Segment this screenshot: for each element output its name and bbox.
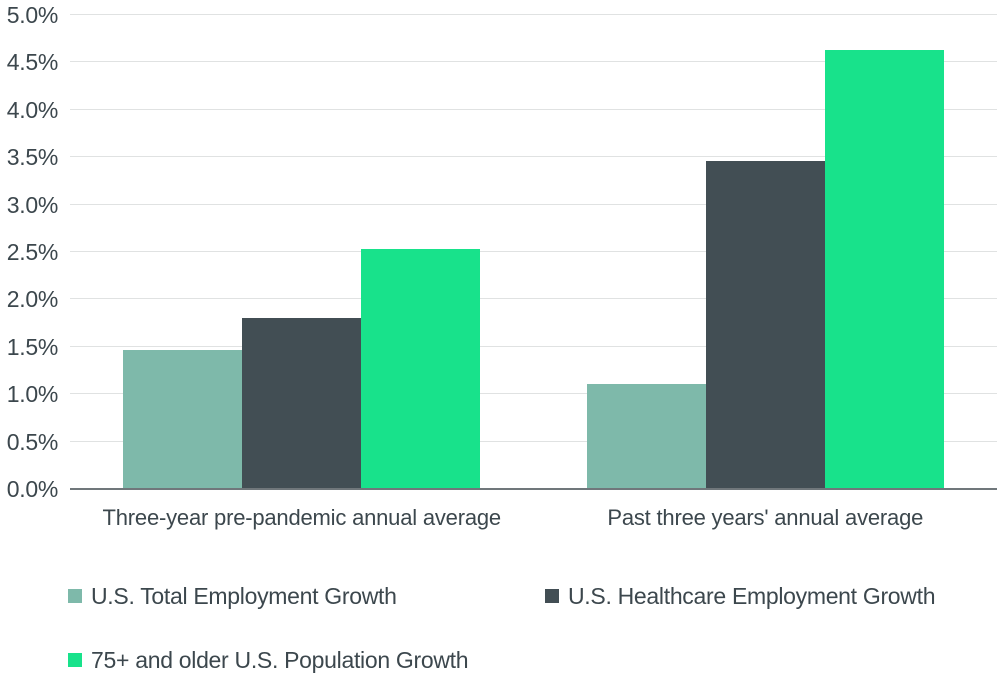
y-gridline xyxy=(70,393,997,395)
legend-item-1: U.S. Total Employment Growth xyxy=(68,582,397,610)
x-axis-line xyxy=(70,488,997,490)
legend-label: U.S. Healthcare Employment Growth xyxy=(568,582,936,609)
y-tick-label: 3.0% xyxy=(6,191,59,218)
legend-swatch-icon xyxy=(545,589,559,603)
y-tick-label: 1.5% xyxy=(6,333,59,360)
y-tick-label: 2.0% xyxy=(6,286,59,313)
plot-area xyxy=(70,14,998,490)
y-tick-label: 2.5% xyxy=(6,239,59,265)
y-gridline xyxy=(70,345,997,347)
legend-item-2: U.S. Healthcare Employment Growth xyxy=(545,582,935,610)
legend-item-3: 75+ and older U.S. Population Growth xyxy=(68,646,469,674)
legend-swatch-icon xyxy=(68,589,82,603)
bar-group-1 xyxy=(70,15,534,489)
y-tick-label: 0.5% xyxy=(6,428,59,455)
bar-series-2-group-2 xyxy=(705,161,825,489)
legend-label: 75+ and older U.S. Population Growth xyxy=(91,646,469,673)
legend-label: U.S. Total Employment Growth xyxy=(91,582,397,609)
y-gridline xyxy=(70,156,997,158)
bar-group-2 xyxy=(534,15,998,489)
legend-swatch-icon xyxy=(68,653,82,667)
bar-series-1-group-1 xyxy=(123,349,243,489)
y-tick-label: 5.0% xyxy=(6,2,59,28)
y-tick-label: 0.0% xyxy=(6,476,59,502)
bar-series-1-group-2 xyxy=(586,383,706,489)
x-category-label: Three-year pre-pandemic annual average xyxy=(102,505,502,530)
y-gridline xyxy=(70,298,997,300)
y-tick-label: 4.0% xyxy=(6,96,59,123)
y-gridline xyxy=(70,440,997,442)
y-gridline xyxy=(70,203,997,205)
y-tick-label: 4.5% xyxy=(6,49,59,76)
bar-series-3-group-2 xyxy=(824,50,944,489)
bar-series-3-group-1 xyxy=(361,249,481,489)
bar-series-2-group-1 xyxy=(242,318,362,489)
x-category-label: Past three years' annual average xyxy=(607,505,924,530)
y-tick-label: 1.0% xyxy=(6,381,59,408)
y-gridline xyxy=(70,61,997,63)
y-tick-label: 3.5% xyxy=(6,144,59,171)
y-gridline xyxy=(70,108,997,110)
y-gridline xyxy=(70,251,997,252)
y-gridline xyxy=(70,14,997,15)
